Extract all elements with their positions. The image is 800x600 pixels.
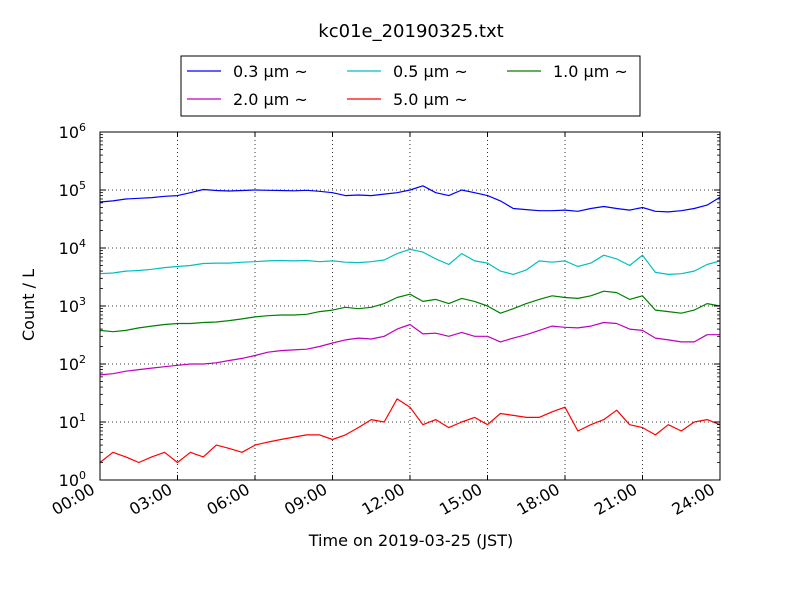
- legend-label-2: 1.0 µm ~: [553, 62, 628, 81]
- x-tick-label: 18:00: [514, 479, 563, 519]
- x-tick-label: 12:00: [359, 479, 408, 519]
- x-tick-label: 15:00: [436, 479, 485, 519]
- y-tick-label: 102: [59, 353, 86, 374]
- series-line-2: [99, 290, 721, 333]
- x-tick-label: 09:00: [281, 479, 330, 519]
- series-line-3: [99, 321, 720, 376]
- series-line-4: [99, 398, 721, 464]
- y-tick-label: 103: [59, 295, 86, 316]
- legend-label-1: 0.5 µm ~: [393, 62, 468, 81]
- x-tick-label: 06:00: [204, 479, 253, 519]
- series-line-0: [99, 185, 721, 213]
- y-tick-label: 105: [59, 179, 86, 200]
- legend-label-0: 0.3 µm ~: [233, 62, 308, 81]
- y-axis-label: Count / L: [19, 269, 38, 341]
- legend-box: [180, 55, 641, 117]
- y-tick-label: 106: [59, 121, 86, 142]
- legend-label-3: 2.0 µm ~: [233, 90, 308, 109]
- legend: 0.3 µm ~ 0.5 µm ~ 1.0 µm ~ 2.0 µm ~ 5.0 µm ~: [180, 55, 641, 117]
- x-tick-label: 21:00: [591, 479, 640, 519]
- y-tick-label: 101: [59, 411, 86, 432]
- legend-label-4: 5.0 µm ~: [393, 90, 468, 109]
- chart-title: kc01e_20190325.txt: [318, 21, 503, 42]
- y-tick-label: 104: [59, 237, 86, 258]
- x-tick-label: 24:00: [669, 479, 718, 519]
- series-line-1: [99, 248, 721, 275]
- y-tick-label: 100: [59, 469, 86, 490]
- plot-area: [100, 132, 720, 480]
- series-layer: [99, 185, 721, 464]
- x-tick-label: 03:00: [126, 479, 175, 519]
- x-axis-label: Time on 2019-03-25 (JST): [308, 531, 513, 550]
